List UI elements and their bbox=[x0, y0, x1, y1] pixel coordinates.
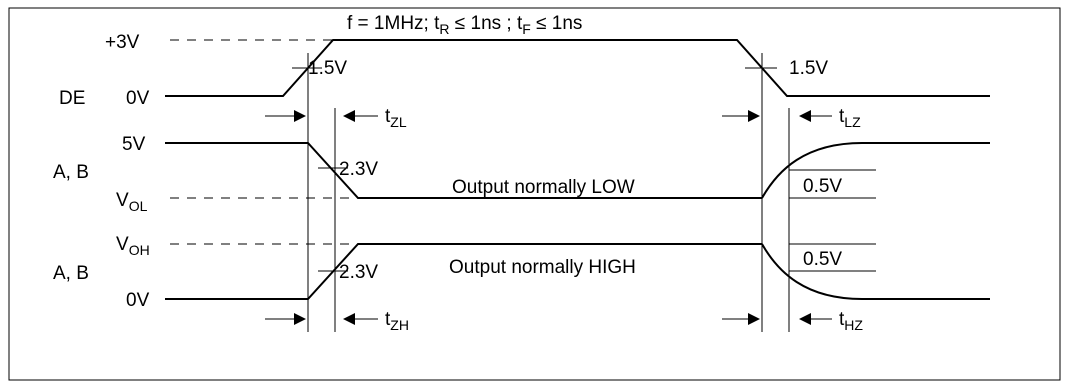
ab-low-signal-label: A, B bbox=[53, 162, 89, 183]
diagram-border bbox=[8, 7, 1061, 381]
thz-right-arrow-head bbox=[799, 313, 811, 325]
frequency-spec: f = 1MHz; tR ≤ 1ns ; tF ≤ 1ns bbox=[347, 13, 582, 37]
tzl-left-arrow-head bbox=[294, 110, 306, 122]
ab-low-threshold-label: 2.3V bbox=[339, 159, 378, 180]
thz-label: tHZ bbox=[839, 309, 863, 333]
ab-low-waveform bbox=[165, 142, 762, 199]
tlz-measure: tLZ bbox=[722, 106, 861, 130]
tlz-label: tLZ bbox=[839, 106, 861, 130]
ab-high-low-level-label: 0V bbox=[126, 290, 150, 311]
ab-high-waveform-group: VOH A, B 0V 2.3V Output normally HIGH 0.… bbox=[53, 234, 990, 311]
tzh-right-arrow-head bbox=[343, 313, 355, 325]
tzh-measure: tZH bbox=[265, 309, 409, 333]
tzh-label: tZH bbox=[385, 309, 409, 333]
de-rise-threshold-label: 1.5V bbox=[308, 58, 347, 79]
de-fall-threshold-label: 1.5V bbox=[789, 58, 828, 79]
tzl-right-arrow-head bbox=[343, 110, 355, 122]
ab-high-signal-label: A, B bbox=[53, 263, 89, 284]
de-signal-label: DE bbox=[59, 88, 85, 109]
ab-low-high-level-label: 5V bbox=[122, 134, 146, 155]
ab-low-delta-label: 0.5V bbox=[803, 176, 842, 197]
ab-high-release-curve bbox=[761, 243, 990, 300]
ab-low-vol-label: VOL bbox=[116, 190, 148, 214]
tlz-right-arrow-head bbox=[799, 110, 811, 122]
tzh-left-arrow-head bbox=[294, 313, 306, 325]
de-waveform-group: DE +3V 0V 1.5V 1.5V bbox=[59, 32, 990, 109]
de-waveform bbox=[165, 39, 990, 97]
ab-low-waveform-group: 5V A, B VOL 2.3V Output normally LOW 0.5… bbox=[53, 134, 990, 214]
tlz-left-arrow-head bbox=[748, 110, 760, 122]
thz-measure: tHZ bbox=[722, 309, 863, 333]
ab-high-delta-label: 0.5V bbox=[803, 249, 842, 270]
de-high-level-label: +3V bbox=[105, 32, 140, 53]
thz-left-arrow-head bbox=[748, 313, 760, 325]
tzl-label: tZL bbox=[385, 106, 407, 130]
ab-low-note: Output normally LOW bbox=[452, 177, 635, 198]
de-low-level-label: 0V bbox=[126, 88, 150, 109]
ab-low-release-curve bbox=[761, 142, 990, 199]
ab-high-threshold-label: 2.3V bbox=[339, 262, 378, 283]
tzl-measure: tZL bbox=[265, 106, 407, 130]
ab-high-note: Output normally HIGH bbox=[449, 257, 636, 278]
ab-high-voh-label: VOH bbox=[116, 234, 150, 258]
